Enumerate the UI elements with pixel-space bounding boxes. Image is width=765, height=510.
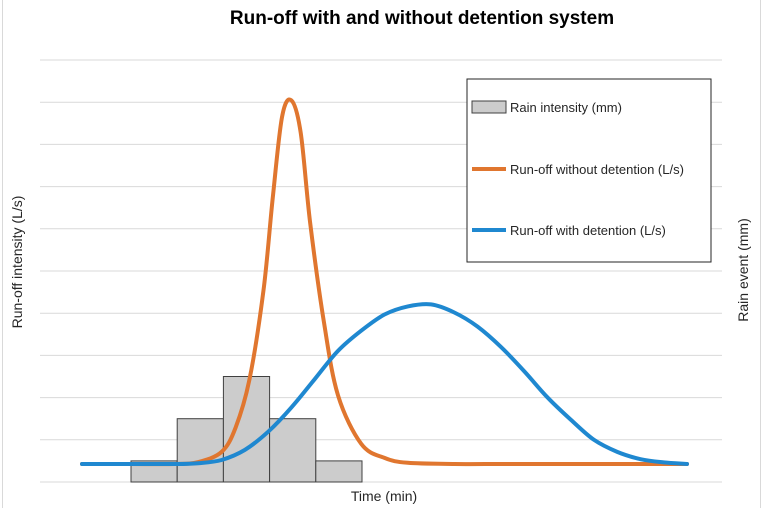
y-axis-label: Run-off intensity (L/s) [9,196,25,329]
y2-axis-label: Rain event (mm) [735,218,751,321]
legend-box [466,78,712,263]
chart-title: Run-off with and without detention syste… [230,8,614,29]
legend-rain-swatch [471,100,507,114]
rain-bar [269,418,317,483]
legend: Rain intensity (mm) Run-off without dete… [466,78,712,263]
legend-without-detention-label: Run-off without detention (L/s) [510,162,684,177]
rain-bar [176,418,224,483]
legend-with-detention-label: Run-off with detention (L/s) [510,223,666,238]
rain-bar [315,460,363,483]
runoff-with-detention-line [80,302,689,467]
rain-bars [130,376,363,483]
legend-rain-label: Rain intensity (mm) [510,100,622,115]
x-axis-label: Time (min) [351,488,417,504]
runoff-without-detention-line [80,97,689,467]
